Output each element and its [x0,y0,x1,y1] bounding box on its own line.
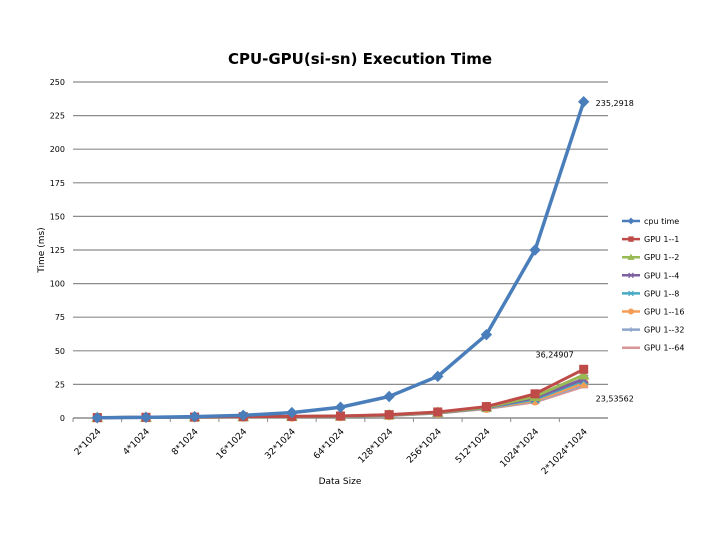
legend-item: GPU 1--32 [622,326,684,335]
legend-item: GPU 1--8 [622,289,679,298]
legend-label: GPU 1--8 [644,289,679,298]
data-point [627,217,635,225]
series-cpu-time [91,96,590,424]
legend-label: GPU 1--1 [644,235,679,244]
legend-item: GPU 1--64 [622,344,684,353]
data-point [384,410,394,420]
data-point [140,411,152,424]
x-tick-label: 16*1024 [215,427,250,462]
x-tick-label: 1024*1024 [499,427,542,470]
y-tick-label: 150 [50,212,65,221]
x-tick-label: 8*1024 [170,427,201,458]
x-tick-label: 256*1024 [405,427,444,466]
data-point [577,368,590,380]
data-point [480,328,493,341]
y-tick-label: 225 [50,112,65,121]
x-tick-label: 4*1024 [122,427,153,458]
data-point [628,308,635,315]
legend-label: GPU 1--16 [644,308,684,317]
data-point [627,253,635,260]
data-label: 235,2918 [596,99,634,108]
data-label: 23,53562 [596,394,634,403]
data-point [628,290,634,297]
data-point [432,370,444,383]
data-point [336,411,345,421]
y-tick-label: 125 [50,246,65,255]
legend-label: cpu time [644,217,679,226]
data-point [577,96,590,108]
data-point [433,407,443,417]
x-tick-label: 32*1024 [263,427,298,462]
data-point [579,364,589,374]
legend-label: GPU 1--64 [644,344,684,353]
legend-label: GPU 1--32 [644,326,684,335]
x-tick-label: 128*1024 [357,427,396,466]
data-point [237,409,249,422]
y-tick-label: 75 [55,313,65,322]
legend-item: GPU 1--4 [622,271,679,280]
data-point [530,389,540,399]
data-point [91,412,104,424]
data-point [628,327,634,333]
x-tick-label: 512*1024 [454,427,493,466]
legend-item: GPU 1--2 [622,253,679,262]
y-tick-label: 250 [50,78,65,87]
data-point [383,390,395,403]
y-tick-label: 25 [55,380,65,389]
data-point [628,236,634,242]
chart-title: CPU-GPU(si-sn) Execution Time [228,50,492,68]
legend-item: cpu time [622,217,679,226]
y-tick-label: 200 [50,145,65,154]
data-point [628,346,634,349]
legend-label: GPU 1--4 [644,271,679,280]
y-tick-label: 175 [50,179,65,188]
x-tick-label: 64*1024 [312,427,347,462]
data-point [529,244,541,256]
y-tick-label: 0 [60,414,65,423]
x-axis-label: Data Size [319,477,362,487]
series-gpu-1-1 [92,364,589,423]
x-tick-label: 2*1024 [73,427,104,458]
legend-item: GPU 1--16 [622,308,684,317]
legend-item: GPU 1--1 [622,235,679,244]
data-point [334,401,347,413]
data-label: 36,24907 [536,350,574,359]
y-tick-label: 100 [50,280,65,289]
x-tick-label: 2*1024*1024 [540,427,590,477]
y-axis-label: Time (ms) [37,227,47,273]
data-point [286,406,298,419]
data-point [481,402,491,412]
data-point [628,272,634,279]
legend-label: GPU 1--2 [644,253,679,262]
data-point [188,410,201,423]
y-tick-label: 50 [55,347,65,356]
